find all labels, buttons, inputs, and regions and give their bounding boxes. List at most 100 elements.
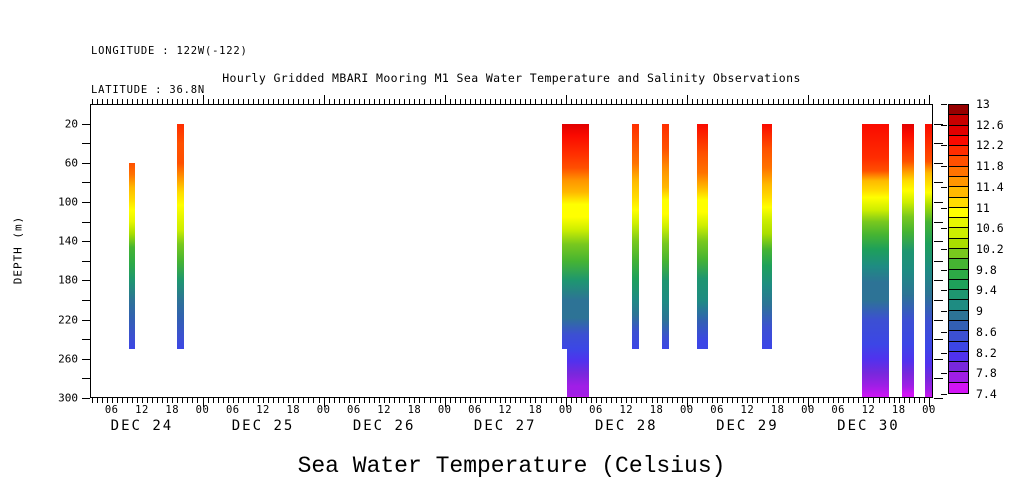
x-tick-top xyxy=(147,99,148,104)
x-tick-bottom xyxy=(111,398,113,403)
x-tick-bottom xyxy=(399,398,401,403)
x-tick-top xyxy=(575,99,577,104)
colorbar-tick xyxy=(941,290,947,292)
x-tick-bottom xyxy=(585,398,587,403)
colorbar-cell xyxy=(949,136,968,146)
data-column-c7 xyxy=(762,123,772,349)
x-tick-bottom xyxy=(449,398,451,403)
colorbar-cell xyxy=(949,115,968,126)
x-hour-label: 00 xyxy=(316,404,331,416)
x-tick-top xyxy=(157,99,159,104)
x-tick-top xyxy=(106,99,108,104)
colorbar-cell xyxy=(949,352,968,362)
x-hour-label: 00 xyxy=(801,404,815,416)
x-tick-top xyxy=(111,99,113,104)
x-tick-top xyxy=(928,95,930,104)
x-tick-bottom xyxy=(490,398,492,403)
x-tick-bottom xyxy=(101,398,103,403)
x-tick-top xyxy=(242,99,244,104)
x-hour-label: 06 xyxy=(104,404,119,416)
x-tick-top xyxy=(676,99,678,104)
x-tick-bottom xyxy=(888,398,890,403)
x-tick-bottom xyxy=(479,398,481,403)
x-tick-bottom xyxy=(767,398,769,403)
x-tick-top xyxy=(197,99,199,104)
x-tick-top xyxy=(283,99,285,104)
colorbar-cell xyxy=(949,290,968,300)
x-tick-bottom xyxy=(671,398,673,403)
colorbar-cell xyxy=(949,146,968,156)
x-tick-top xyxy=(434,99,436,104)
x-tick-top xyxy=(555,99,557,104)
x-tick-top xyxy=(747,99,749,104)
x-tick-top xyxy=(247,99,249,104)
colorbar-label: 9 xyxy=(976,304,983,319)
x-tick-top xyxy=(590,99,592,104)
x-tick-bottom xyxy=(923,398,925,403)
x-tick-bottom xyxy=(540,398,542,403)
colorbar-cell xyxy=(949,249,968,259)
x-tick-bottom xyxy=(91,398,93,403)
x-tick-bottom xyxy=(525,398,527,403)
x-tick-bottom xyxy=(152,398,154,403)
colorbar-cell xyxy=(949,270,968,280)
data-column-c3 xyxy=(561,123,589,349)
x-tick-bottom xyxy=(303,398,305,403)
x-tick-bottom xyxy=(247,398,249,403)
x-tick-top xyxy=(263,99,265,104)
x-tick-top xyxy=(762,99,764,104)
x-tick-bottom xyxy=(757,398,759,403)
x-tick-bottom xyxy=(913,398,915,403)
x-day-label: DEC 29 xyxy=(716,418,779,434)
y-axis-title: DEPTH (m) xyxy=(11,215,25,285)
x-tick-bottom xyxy=(116,398,118,403)
colorbar-cell xyxy=(949,177,968,187)
x-hour-label: 06 xyxy=(831,404,845,416)
x-tick-top xyxy=(187,99,189,104)
x-tick-bottom xyxy=(141,398,143,403)
colorbar-cell xyxy=(949,280,968,290)
x-hour-label: 18 xyxy=(407,404,422,416)
x-hour-label: 06 xyxy=(347,404,361,416)
y-tick-left xyxy=(82,182,90,184)
x-tick-bottom xyxy=(414,398,416,403)
x-tick-bottom xyxy=(474,398,476,403)
x-tick-bottom xyxy=(353,398,355,403)
x-tick-top xyxy=(540,99,542,104)
colorbar-cell xyxy=(949,156,968,167)
colorbar-cell xyxy=(949,187,968,198)
x-tick-top xyxy=(500,99,502,104)
x-tick-bottom xyxy=(807,398,809,407)
x-tick-top xyxy=(136,99,138,104)
x-tick-top xyxy=(787,99,789,104)
x-tick-bottom xyxy=(772,398,774,403)
x-tick-bottom xyxy=(237,398,239,403)
x-tick-bottom xyxy=(727,398,729,403)
x-tick-bottom xyxy=(419,398,421,403)
x-tick-top xyxy=(868,99,870,104)
x-tick-bottom xyxy=(722,398,724,403)
x-tick-top xyxy=(167,99,169,104)
x-tick-bottom xyxy=(394,398,396,403)
x-hour-label: 06 xyxy=(710,404,724,416)
x-tick-top xyxy=(550,99,552,104)
x-tick-top xyxy=(227,99,229,104)
x-day-label: DEC 30 xyxy=(837,418,900,434)
plot-title: Hourly Gridded MBARI Mooring M1 Sea Wate… xyxy=(222,71,801,85)
x-tick-top xyxy=(545,99,547,104)
x-tick-top xyxy=(515,99,517,104)
x-tick-top xyxy=(177,99,179,104)
colorbar-tick xyxy=(941,124,947,126)
x-tick-top xyxy=(636,99,638,104)
x-tick-top xyxy=(116,99,118,104)
x-tick-bottom xyxy=(838,398,840,403)
x-tick-bottom xyxy=(510,398,512,403)
x-tick-bottom xyxy=(616,398,618,403)
x-tick-bottom xyxy=(464,398,466,403)
x-tick-top xyxy=(530,99,532,104)
x-tick-bottom xyxy=(570,398,572,403)
x-tick-top xyxy=(490,99,492,104)
x-tick-bottom xyxy=(106,398,108,403)
x-tick-bottom xyxy=(737,398,739,403)
x-tick-bottom xyxy=(338,398,340,403)
